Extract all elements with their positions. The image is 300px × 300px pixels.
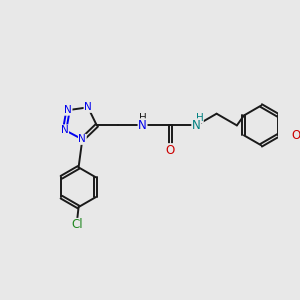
- Text: N: N: [79, 134, 86, 144]
- Text: O: O: [166, 144, 175, 157]
- Text: O: O: [292, 129, 300, 142]
- Text: N: N: [138, 119, 147, 132]
- Text: Cl: Cl: [71, 218, 83, 232]
- Text: H: H: [139, 113, 146, 123]
- Text: N: N: [84, 102, 92, 112]
- Text: N: N: [192, 119, 201, 132]
- Text: N: N: [64, 105, 72, 115]
- Text: H: H: [196, 113, 203, 123]
- Text: N: N: [61, 125, 68, 135]
